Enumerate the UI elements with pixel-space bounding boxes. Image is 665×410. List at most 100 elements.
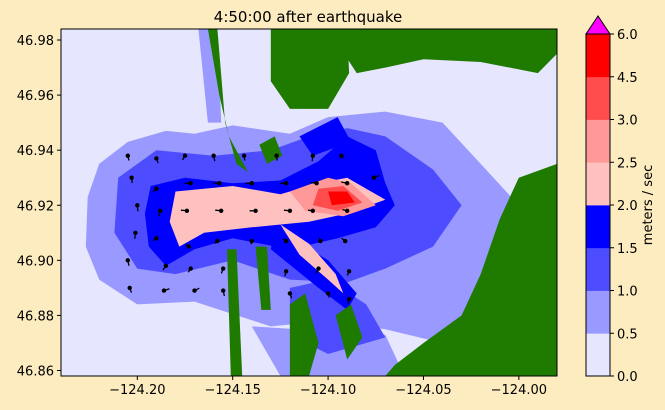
velocity-vector [249,208,258,213]
y-tick-label: 46.90 [17,254,54,269]
colorbar-bands [586,34,610,377]
velocity-vector [371,174,380,180]
velocity-vector [307,208,315,213]
colorbar-tick-label: 0.0 [617,370,638,385]
velocity-vector [184,181,193,186]
speed-region-7 [270,227,357,310]
velocity-vector [249,238,254,245]
y-tick-label: 46.96 [17,89,54,104]
colorbar-ticks: 0.0 0.5 1.0 1.5 2.0 2.5 3.0 4.5 6.0 [610,28,638,385]
velocity-vector [310,181,319,186]
velocity-vector [180,208,190,213]
velocity-vector [161,288,170,293]
velocity-vector [310,153,315,162]
velocity-vector [220,266,226,274]
velocity-vector [287,291,293,299]
x-tick-label: −124.00 [491,383,547,398]
colorbar-tick-label: 6.0 [617,28,638,43]
land-patch-4 [328,29,557,74]
colorbar-label: meters / sec [641,165,656,245]
y-tick-label: 46.94 [17,144,54,159]
velocity-vector [339,153,344,160]
land-patch-5 [385,163,557,376]
velocity-vector [283,208,293,213]
y-tick-label: 46.88 [17,309,54,324]
velocity-vector [341,237,348,244]
colorbar-band [586,119,610,163]
velocity-vector [129,175,134,184]
plot-area [61,29,557,376]
velocity-vector [182,153,188,161]
land-patch-3 [270,29,350,109]
velocity-vector [135,203,140,212]
velocity-vector [215,208,224,213]
velocity-vector [315,266,321,274]
velocity-vector [125,258,130,266]
speed-region-13 [328,191,355,206]
velocity-vector [342,208,350,213]
colorbar-tick-label: 1.5 [617,242,638,257]
velocity-vector [125,153,130,161]
speed-region-8 [299,117,351,156]
velocity-vector [185,243,191,249]
velocity-vector [346,269,352,276]
velocity-vector [158,208,163,217]
x-tick-label: −124.20 [109,383,165,398]
colorbar-tick-label: 1.0 [617,285,638,300]
colorbar-band [586,290,610,334]
velocity-vector [245,181,254,186]
velocity-vector [162,263,169,271]
land-patch-1 [227,249,243,376]
velocity-vector [325,291,331,298]
land-patch-6 [289,293,319,376]
colorbar-tick-label: 0.5 [617,327,638,342]
velocity-vector [346,296,352,304]
x-tick-label: −124.05 [395,383,451,398]
colorbar-tick-label: 3.0 [617,114,638,129]
colorbar-tick-label: 2.0 [617,199,638,214]
colorbar-tick-label: 4.5 [617,71,638,86]
velocity-vector [152,186,159,193]
velocity-vector [213,181,222,186]
plot-frame [60,28,558,377]
land-patch-0 [207,29,248,173]
colorbar-band [586,205,610,249]
colorbar: 0.0 0.5 1.0 1.5 2.0 2.5 3.0 4.5 6.0 meters / sec [585,15,656,385]
colorbar-extend-triangle [585,15,611,35]
velocity-vector [282,238,289,244]
chart-title: 4:50:00 after earthquake [214,8,402,26]
velocity-vector [274,153,279,161]
y-axis: 46.86 46.88 46.90 46.92 46.94 46.96 46.98 [17,34,61,379]
velocity-vector [221,288,226,297]
land-patch-7 [335,304,363,360]
x-axis: −124.20 −124.15 −124.10 −124.05 −124.00 [109,376,547,398]
velocity-vector [318,237,323,244]
velocity-vector [214,238,220,244]
colorbar-band [586,162,610,206]
colorbar-band [586,247,610,291]
colorbar-band [586,34,610,78]
velocity-vector [283,269,289,277]
velocity-vector [133,230,138,239]
land-patch-2 [255,246,271,310]
velocity-vector [241,153,247,161]
y-tick-label: 46.98 [17,34,54,49]
velocity-vector [127,285,133,293]
velocity-vectors [125,153,380,304]
velocity-vector [192,287,200,293]
x-tick-label: −124.10 [300,383,356,398]
land-mask [207,29,557,376]
colorbar-band [586,76,610,120]
x-tick-label: −124.15 [204,383,260,398]
velocity-vector [341,181,350,186]
velocity-vector [211,153,216,162]
colorbar-band [586,333,610,377]
velocity-vector [280,181,289,186]
speed-region-10 [280,224,344,294]
velocity-vector [154,156,159,164]
y-tick-label: 46.92 [17,199,54,214]
colorbar-tick-label: 2.5 [617,156,638,171]
velocity-vector [152,236,159,242]
velocity-vector [187,266,193,273]
